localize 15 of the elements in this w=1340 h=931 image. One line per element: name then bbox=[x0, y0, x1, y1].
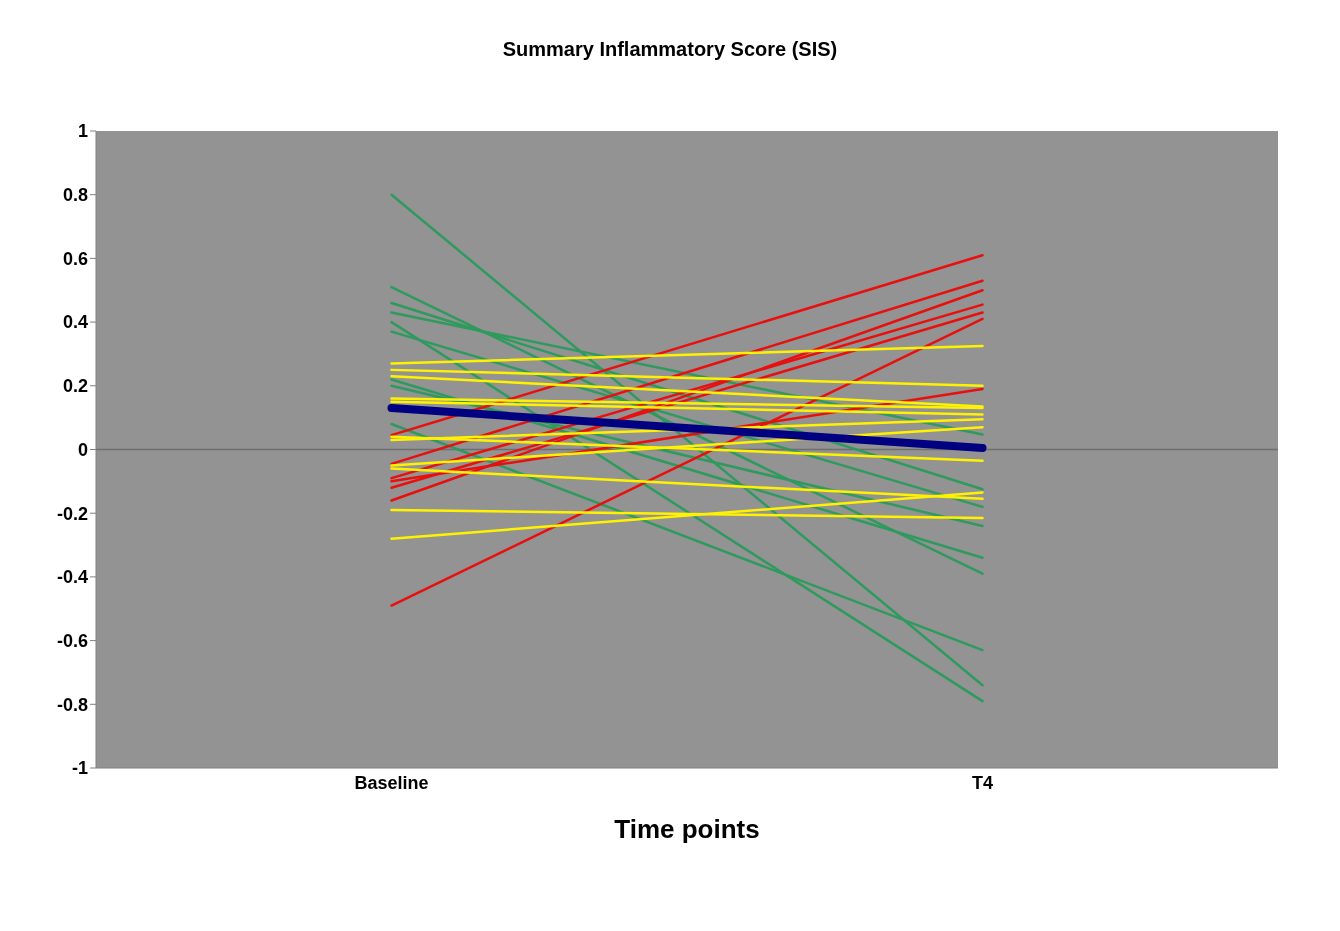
y-tick-label: 1 bbox=[77, 121, 88, 142]
y-tick-label: -0.2 bbox=[56, 503, 88, 524]
y-tick-label: -0.4 bbox=[56, 567, 88, 588]
x-tick-label: Baseline bbox=[354, 772, 429, 793]
x-axis-title: Time points bbox=[614, 814, 760, 844]
y-tick-label: 0.6 bbox=[62, 248, 88, 269]
y-tick-label: 0 bbox=[77, 439, 88, 460]
y-tick-label: 0.8 bbox=[62, 185, 88, 206]
y-tick-label: -0.8 bbox=[56, 694, 88, 715]
x-tick-label: T4 bbox=[971, 772, 994, 793]
y-tick-label: 0.4 bbox=[62, 312, 88, 333]
y-tick-label: -0.6 bbox=[56, 630, 88, 651]
y-tick-label: 0.2 bbox=[62, 376, 88, 397]
y-tick-label: -1 bbox=[71, 758, 88, 779]
chart-title: Summary Inflammatory Score (SIS) bbox=[501, 38, 839, 61]
